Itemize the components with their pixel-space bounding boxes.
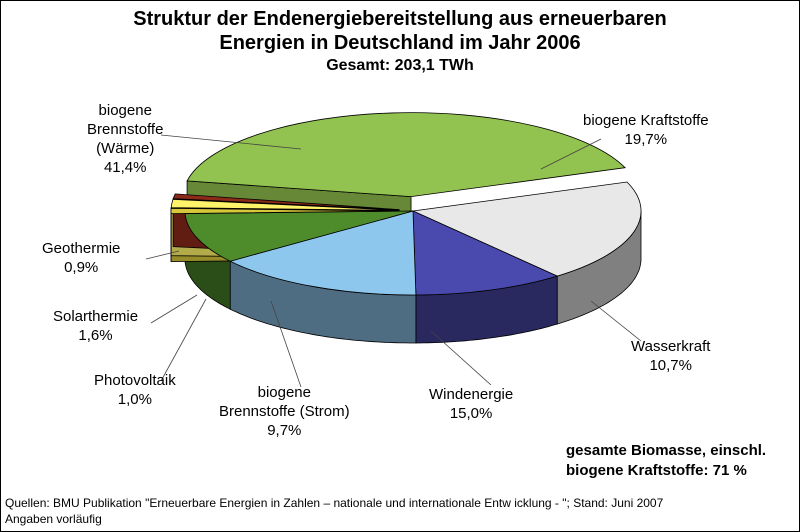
label-value: 19,7% (624, 131, 668, 148)
leader-line-0 (160, 134, 302, 150)
label-line: (Wärme) (96, 140, 155, 157)
pie-slice-7 (172, 193, 400, 211)
label-value: 9,7% (267, 422, 302, 439)
leader-line-2 (590, 300, 642, 342)
label-solarthermie: Solarthermie 1,6% (53, 307, 138, 345)
label-line: Photovoltaik (94, 372, 176, 389)
chart-title-line-2: Energien in Deutschland im Jahr 2006 (219, 32, 581, 54)
label-biogene-brennstoffe-waerme: biogene Brennstoffe (Wärme) 41,4% (87, 101, 163, 177)
label-wasserkraft: Wasserkraft 10,7% (631, 337, 710, 375)
label-value: 1,0% (117, 391, 152, 408)
pie-slice-3 (229, 210, 417, 296)
leader-line-4 (270, 300, 302, 388)
leader-line-5 (160, 298, 207, 382)
label-line: Wasserkraft (631, 338, 711, 355)
pie-slice-0 (186, 112, 626, 198)
label-windenergie: Windenergie 15,0% (429, 385, 513, 423)
source-note-line: Angaben vorläufig (5, 512, 102, 526)
label-line: Brennstoffe (87, 121, 164, 138)
pie-slice-5 (170, 207, 400, 215)
label-value: 10,7% (649, 357, 692, 374)
biomass-summary: gesamte Biomasse, einschl. biogene Kraft… (566, 441, 766, 481)
label-geothermie: Geothermie 0,9% (42, 239, 120, 277)
pie-tops (170, 112, 642, 296)
pie-slice-6 (170, 198, 400, 211)
pie-slice-1 (411, 181, 642, 277)
leader-line-6 (150, 294, 198, 324)
leader-line-1 (540, 138, 602, 170)
label-value: 15,0% (449, 405, 493, 422)
label-line: Solarthermie (53, 308, 139, 325)
label-biogene-brennstoffe-strom: biogene Brennstoffe (Strom) 9,7% (219, 383, 350, 440)
summary-line-2: biogene Kraftstoffe: 71 % (566, 462, 747, 479)
label-photovoltaik: Photovoltaik 1,0% (94, 371, 176, 409)
source-note: Quellen: BMU Publikation "Erneuerbare En… (5, 495, 663, 527)
leader-line-7 (145, 250, 180, 260)
label-value: 1,6% (78, 327, 113, 344)
chart-subtitle: Gesamt: 203,1 TWh (326, 57, 474, 74)
chart-title-line-1: Struktur der Endenergiebereitstellung au… (133, 8, 667, 30)
label-line: biogene Kraftstoffe (583, 112, 709, 129)
source-line: Quellen: BMU Publikation "Erneuerbare En… (5, 496, 664, 510)
summary-line-1: gesamte Biomasse, einschl. (566, 442, 767, 459)
label-line: Brennstoffe (Strom) (219, 403, 350, 420)
pie-slice-4 (184, 210, 414, 262)
label-line: biogene (98, 102, 152, 119)
label-line: biogene (257, 384, 311, 401)
label-value: 0,9% (64, 259, 99, 276)
leader-line-3 (430, 330, 492, 386)
label-biogene-kraftstoffe: biogene Kraftstoffe 19,7% (583, 111, 709, 149)
leader-lines (145, 134, 642, 388)
label-line: Windenergie (429, 386, 514, 403)
label-line: Geothermie (42, 240, 121, 257)
label-value: 41,4% (103, 159, 147, 176)
pie-slice-2 (412, 210, 559, 296)
